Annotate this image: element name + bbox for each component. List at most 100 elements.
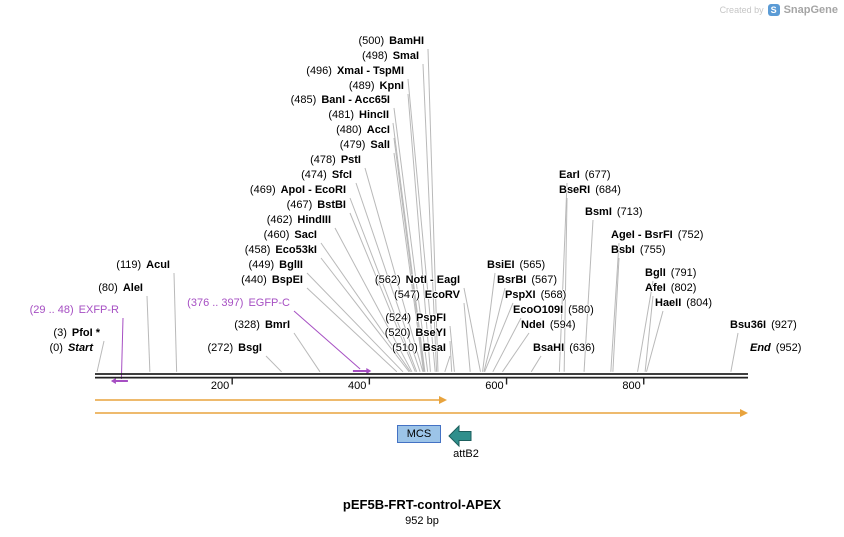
pointer-line-ecorv xyxy=(463,302,471,372)
pointer-line-hindiii xyxy=(334,227,413,373)
site-position: (80) xyxy=(98,282,118,294)
enzyme-label-xmai-tspmi: (496) XmaI - TspMI xyxy=(306,65,404,78)
site-name: EGFP-C xyxy=(248,297,290,309)
site-name: PspXI xyxy=(505,289,536,301)
mcs-feature: MCS xyxy=(397,425,441,443)
site-name: BsaI xyxy=(422,342,446,354)
pointer-line-bspei xyxy=(306,287,398,373)
site-name: Eco53kI xyxy=(275,244,317,256)
pointer-line-kpni xyxy=(407,93,431,372)
site-position: (791) xyxy=(670,267,697,279)
site-name: BseYI xyxy=(415,327,446,339)
enzyme-label-saci: (460) SacI xyxy=(264,229,317,242)
site-name: SmaI xyxy=(392,50,419,62)
terminus-label-start: (0) Start xyxy=(49,342,93,355)
enzyme-label-sfci: (474) SfcI xyxy=(301,169,352,182)
site-name: BglII xyxy=(279,259,303,271)
site-position: (481) xyxy=(328,109,355,121)
pointer-line-acci xyxy=(393,137,425,372)
site-name: AfeI xyxy=(645,282,666,294)
site-name: SacI xyxy=(294,229,317,241)
pointer-line-bsgi xyxy=(265,355,282,373)
site-name: BseRI xyxy=(559,184,591,196)
site-name: XmaI - TspMI xyxy=(336,65,404,77)
site-name: PfoI * xyxy=(71,327,100,339)
pointer-line-bamhi xyxy=(427,48,439,372)
site-name: Bsu36I xyxy=(730,319,767,331)
site-name: NdeI xyxy=(521,319,545,331)
site-position: (677) xyxy=(584,169,611,181)
site-position: (927) xyxy=(771,319,797,331)
site-position: (568) xyxy=(540,289,567,301)
site-position: (498) xyxy=(362,50,388,62)
site-name: EarI xyxy=(559,169,580,181)
pointer-line-bstbi xyxy=(349,212,416,372)
site-name: SfcI xyxy=(331,169,352,181)
site-name: EcoO109I xyxy=(513,304,564,316)
attb2-arrow xyxy=(448,424,472,448)
pointer-line-xmai-tspmi xyxy=(407,78,436,372)
enzyme-label-bsu36i: Bsu36I (927) xyxy=(730,319,797,332)
site-position: (565) xyxy=(519,259,546,271)
pointer-line-bani-acc65i xyxy=(393,107,429,372)
site-name: KpnI xyxy=(379,80,404,92)
pointer-line-sali xyxy=(393,152,425,372)
site-position: (594) xyxy=(549,319,576,331)
map-length: 952 bp xyxy=(405,515,439,527)
site-name: BstBI xyxy=(317,199,346,211)
pointer-line-smai xyxy=(422,63,438,372)
site-name: Start xyxy=(67,342,93,354)
enzyme-label-sali: (479) SalI xyxy=(340,139,390,152)
enzyme-label-bgli: BglI (791) xyxy=(645,267,696,280)
site-position: (462) xyxy=(266,214,293,226)
watermark: Created by S SnapGene xyxy=(720,4,838,16)
site-position: (580) xyxy=(568,304,594,316)
site-position: (755) xyxy=(639,244,666,256)
pointer-line-bsai xyxy=(444,355,451,372)
site-name: BsbI xyxy=(611,244,635,256)
enzyme-label-kpni: (489) KpnI xyxy=(349,80,404,93)
site-name: PstI xyxy=(340,154,361,166)
pointer-line-afei xyxy=(644,295,654,372)
pointer-line-bsiei xyxy=(482,272,496,372)
enzyme-label-psti: (478) PstI xyxy=(310,154,361,167)
site-position: (272) xyxy=(207,342,234,354)
pointer-line-ndei xyxy=(502,332,530,373)
enzyme-label-haeii: HaeII (804) xyxy=(655,297,712,310)
site-position: (440) xyxy=(241,274,267,286)
site-position: (547) xyxy=(394,289,420,301)
enzyme-label-eco53ki: (458) Eco53kI xyxy=(245,244,317,257)
site-name: BsaHI xyxy=(533,342,565,354)
site-position: (480) xyxy=(336,124,362,136)
enzyme-label-smai: (498) SmaI xyxy=(362,50,419,63)
enzyme-label-bseri: BseRI (684) xyxy=(559,184,621,197)
site-name: EXFP-R xyxy=(78,304,119,316)
pointer-line-eco53ki xyxy=(320,257,410,373)
enzyme-label-ecorv: (547) EcoRV xyxy=(394,289,460,302)
primer-arrowhead-exfp-r xyxy=(110,378,116,384)
site-position: (802) xyxy=(670,282,697,294)
axis-tick-label-400: 400 xyxy=(348,380,367,392)
site-position: (636) xyxy=(569,342,595,354)
enzyme-label-hincii: (481) HincII xyxy=(328,109,389,122)
site-position: (449) xyxy=(248,259,275,271)
pointer-line-alei xyxy=(146,295,151,372)
pointer-line-bsbi xyxy=(612,257,620,372)
pointer-line-bsrbi xyxy=(483,287,506,372)
watermark-brand: SnapGene xyxy=(783,4,838,16)
site-name: SalI xyxy=(370,139,390,151)
enzyme-label-bsahi: BsaHI (636) xyxy=(533,342,595,355)
enzyme-label-bspei: (440) BspEI xyxy=(241,274,303,287)
site-name: HincII xyxy=(359,109,389,121)
site-name: BsiEI xyxy=(487,259,515,271)
site-name: HindIII xyxy=(297,214,331,226)
axis-tick-label-800: 800 xyxy=(622,380,641,392)
site-position: (458) xyxy=(244,244,271,256)
primer-label-exfp-r: (29 .. 48) EXFP-R xyxy=(30,304,119,317)
terminus-label-end: End (952) xyxy=(750,342,801,355)
enzyme-label-bani-acc65i: (485) BanI - Acc65I xyxy=(291,94,390,107)
pointer-line-bsmi xyxy=(583,219,594,372)
pointer-line-pspfi xyxy=(449,325,455,372)
